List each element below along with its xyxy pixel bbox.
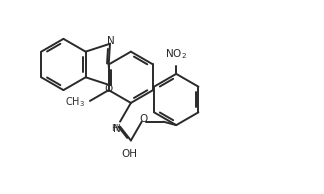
Text: N: N bbox=[107, 36, 115, 46]
Text: O: O bbox=[104, 84, 112, 94]
Text: N: N bbox=[113, 124, 121, 134]
Text: NO$_2$: NO$_2$ bbox=[165, 47, 187, 61]
Text: O: O bbox=[140, 114, 148, 124]
Text: CH$_3$: CH$_3$ bbox=[65, 95, 85, 109]
Text: H: H bbox=[111, 124, 117, 133]
Text: OH: OH bbox=[121, 149, 137, 159]
